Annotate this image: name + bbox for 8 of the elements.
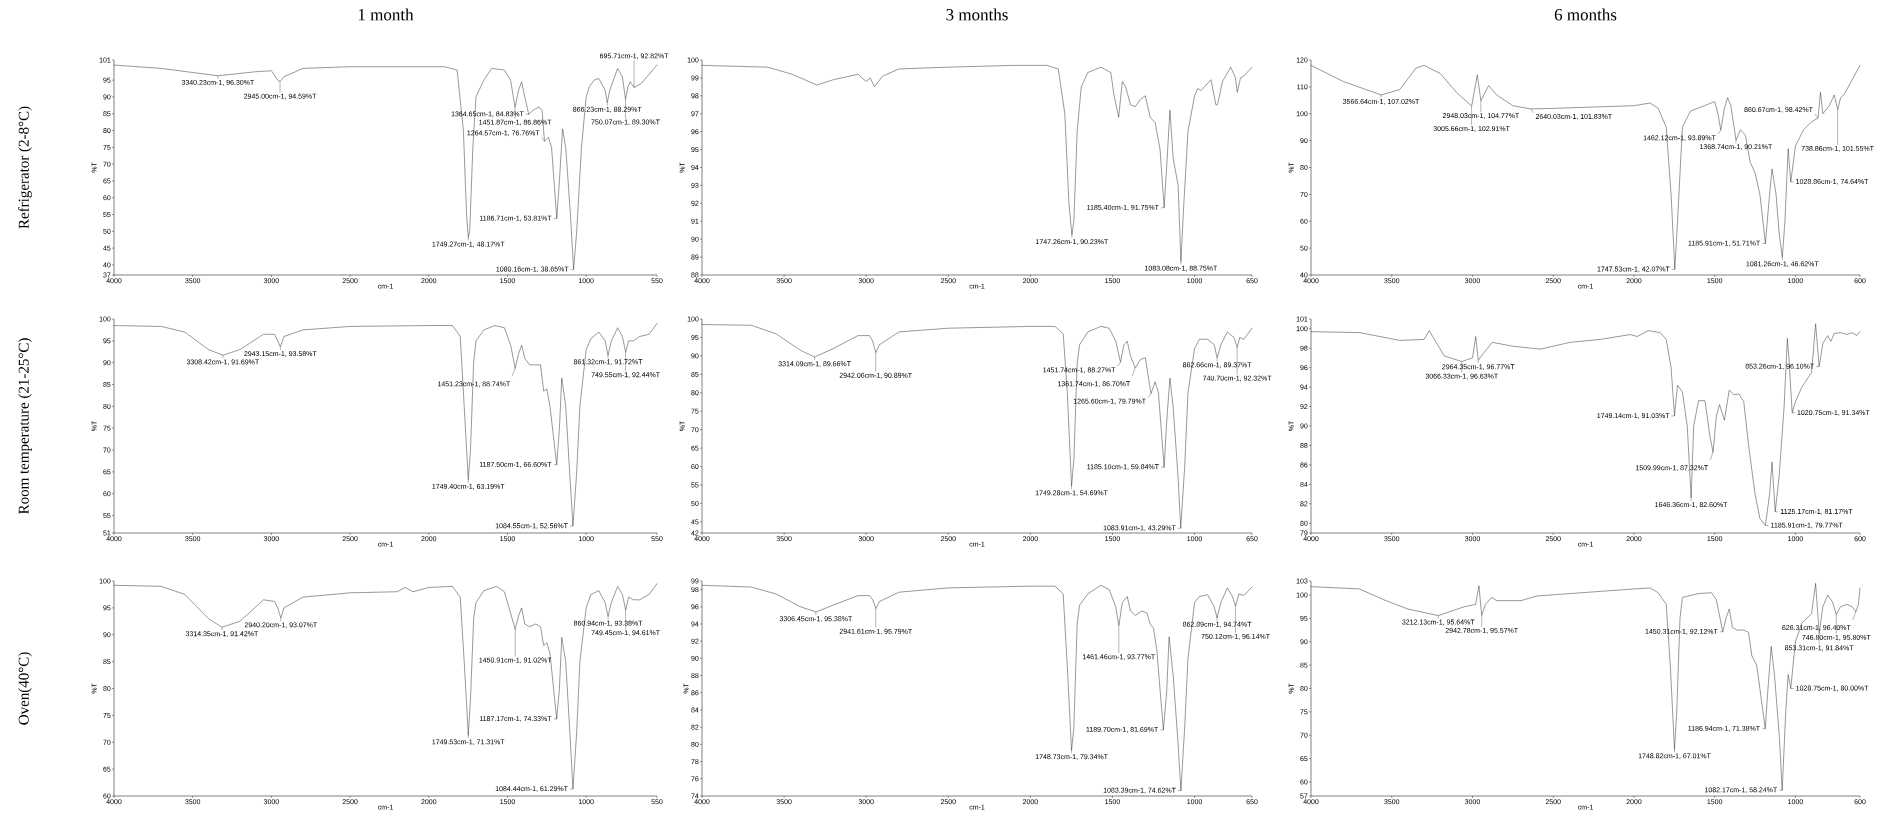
text: Room temperature (21-25°C)	[18, 338, 32, 514]
line-series	[113, 583, 658, 790]
chart-title: 3 months	[946, 8, 1008, 21]
text: Oven(40°C)	[18, 652, 32, 725]
chart-title: 6 months	[1554, 8, 1617, 21]
text: Refrigerator (2-8°C)	[18, 106, 32, 229]
chart-title: 1 month	[358, 8, 414, 21]
line-series	[701, 65, 1253, 262]
